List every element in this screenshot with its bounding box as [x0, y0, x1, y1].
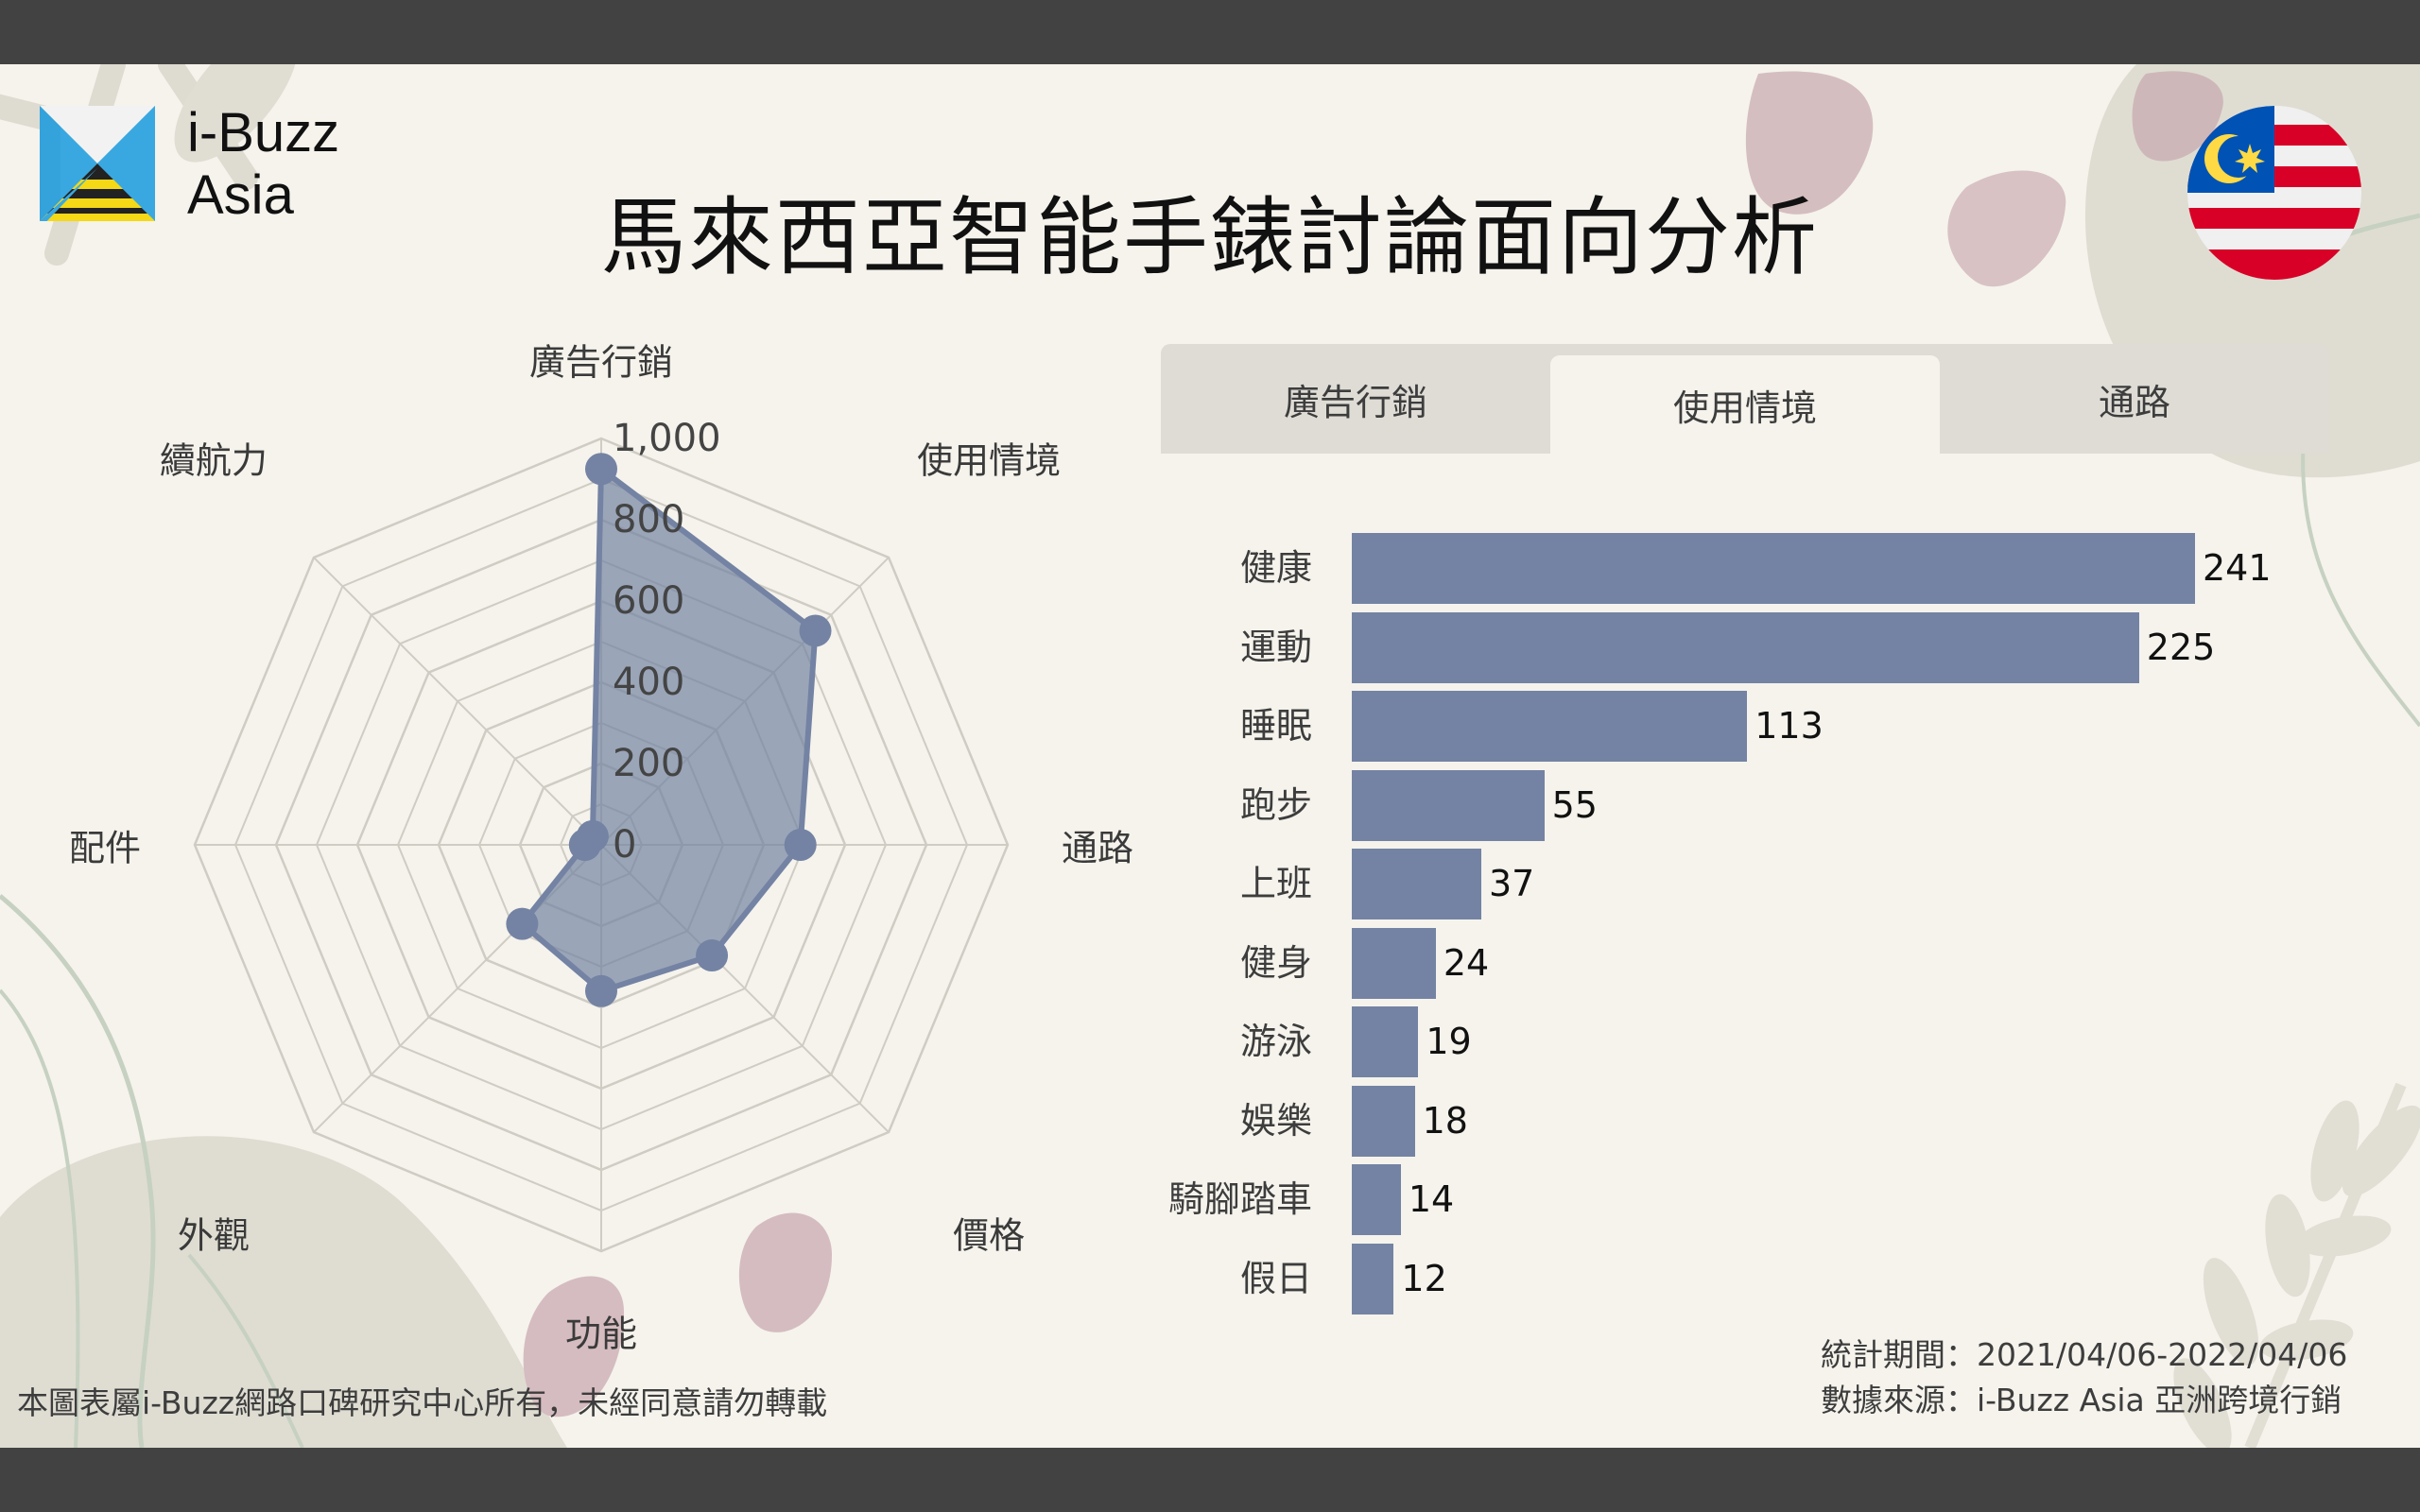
radar-data-point[interactable]: [506, 907, 539, 940]
radar-tick-label: 0: [613, 823, 637, 867]
bar-value-label: 19: [1426, 1021, 1472, 1062]
bar-value-label: 37: [1488, 863, 1535, 904]
bar-category-label: 游泳: [1239, 1021, 1312, 1062]
statistics-period: 統計期間：2021/04/06-2022/04/06: [1821, 1336, 2348, 1373]
bar-value-label: 113: [1754, 705, 1824, 747]
logo-wordmark: i-Buzz Asia: [187, 102, 339, 227]
tab-label: 使用情境: [1672, 387, 1817, 429]
copyright-notice: 本圖表屬i-Buzz網路口碑研究中心所有，未經同意請勿轉載: [17, 1384, 828, 1421]
data-source: 數據來源：i-Buzz Asia 亞洲跨境行銷: [1821, 1382, 2342, 1418]
radar-tick-label: 600: [613, 579, 685, 623]
radar-data-point[interactable]: [585, 453, 617, 486]
radar-axis-label: 續航力: [159, 439, 268, 482]
bar-value-label: 12: [1401, 1257, 1447, 1299]
tab-label: 廣告行銷: [1283, 381, 1427, 423]
tab-label: 通路: [2098, 381, 2170, 423]
bar-category-label: 睡眠: [1239, 705, 1312, 747]
radar-data-point[interactable]: [585, 974, 617, 1007]
bar[interactable]: [1352, 1243, 1394, 1314]
bar-category-label: 上班: [1239, 863, 1312, 904]
bar[interactable]: [1352, 1164, 1401, 1235]
bar[interactable]: [1352, 691, 1748, 762]
tab-usage-scenario[interactable]: 使用情境: [1550, 355, 1940, 454]
radar-chart: [193, 437, 1010, 1253]
bar-value-label: 18: [1422, 1099, 1468, 1142]
bar[interactable]: [1352, 611, 2139, 683]
radar-data-point[interactable]: [784, 829, 817, 861]
bar[interactable]: [1352, 1085, 1415, 1157]
bar-category-label: 健康: [1239, 547, 1312, 589]
radar-axis-label: 配件: [68, 827, 142, 869]
radar-series-area: [519, 466, 819, 994]
bar-category-label: 騎腳踏車: [1167, 1178, 1312, 1220]
radar-axis-label: 通路: [1061, 827, 1134, 869]
infographic-canvas: i-Buzz Asia 馬來西亞智能手錶討論面向分析 0 200 400 600 800…: [0, 64, 2420, 1448]
bar[interactable]: [1352, 927, 1436, 999]
data-source-info: 統計期間：2021/04/06-2022/04/06 數據來源：i-Buzz A…: [1821, 1332, 2347, 1423]
bar-value-label: 55: [1551, 783, 1598, 826]
category-tabs: 廣告行銷 使用情境 通路: [1161, 344, 2329, 454]
radar-axis-label: 使用情境: [917, 439, 1062, 482]
bar-category-label: 假日: [1239, 1257, 1312, 1299]
bar-value-label: 241: [2203, 547, 2272, 589]
radar-data-point[interactable]: [799, 614, 832, 647]
radar-spoke: [313, 557, 602, 846]
radar-tick-label: 1,000: [613, 417, 721, 460]
logo-line-2: Asia: [187, 164, 294, 226]
radar-tick-label: 400: [613, 661, 685, 704]
bar-category-label: 娛樂: [1239, 1099, 1312, 1142]
bar-value-label: 24: [1443, 941, 1490, 984]
radar-axis-label: 價格: [953, 1214, 1026, 1257]
bar[interactable]: [1352, 849, 1481, 919]
ibuzz-logo-icon: [40, 106, 155, 221]
radar-data-point[interactable]: [576, 819, 609, 852]
bar[interactable]: [1352, 533, 2195, 604]
radar-axis-label: 功能: [564, 1313, 638, 1355]
bar-category-label: 運動: [1239, 626, 1312, 668]
bar-category-label: 健身: [1239, 941, 1312, 984]
radar-data-point[interactable]: [696, 939, 729, 972]
radar-axis-label: 廣告行銷: [528, 341, 674, 384]
radar-tick-label: 200: [613, 742, 685, 785]
bar[interactable]: [1352, 1006, 1419, 1077]
radar-tick-label: 800: [613, 498, 685, 541]
bar[interactable]: [1352, 769, 1545, 841]
bar-value-label: 14: [1408, 1178, 1455, 1220]
logo-line-1: i-Buzz: [187, 102, 340, 163]
bar-value-label: 225: [2146, 626, 2216, 668]
malaysia-flag-icon: [2187, 106, 2361, 280]
tab-advertising[interactable]: 廣告行銷: [1161, 344, 1550, 454]
page-title: 馬來西亞智能手錶討論面向分析: [601, 188, 1819, 287]
radar-axis-label: 外觀: [177, 1214, 250, 1257]
bar-category-label: 跑步: [1239, 783, 1312, 826]
tab-channel[interactable]: 通路: [1940, 344, 2329, 454]
